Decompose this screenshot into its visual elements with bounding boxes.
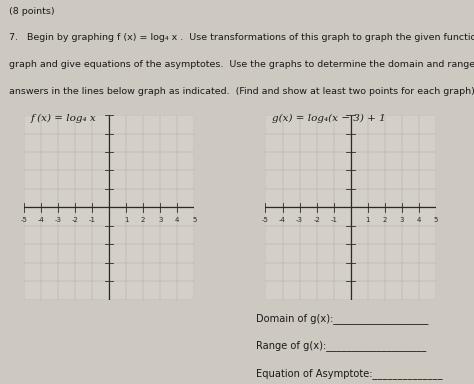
Text: answers in the lines below graph as indicated.  (Find and show at least two poin: answers in the lines below graph as indi…	[9, 87, 474, 96]
Text: -5: -5	[20, 217, 27, 223]
Text: Range of g(x):____________________: Range of g(x):____________________	[255, 339, 426, 351]
Text: 5: 5	[192, 217, 197, 223]
Text: -4: -4	[279, 217, 286, 223]
Text: -3: -3	[55, 217, 61, 223]
Text: 7.   Begin by graphing f (x) = log₄ x .  Use transformations of this graph to gr: 7. Begin by graphing f (x) = log₄ x . Us…	[9, 33, 474, 42]
Text: -2: -2	[313, 217, 320, 223]
Text: -4: -4	[37, 217, 44, 223]
Text: 4: 4	[175, 217, 180, 223]
Text: -1: -1	[330, 217, 337, 223]
Text: graph and give equations of the asymptotes.  Use the graphs to determine the dom: graph and give equations of the asymptot…	[9, 60, 474, 69]
Text: 5: 5	[434, 217, 438, 223]
Text: Domain of g(x):___________________: Domain of g(x):___________________	[255, 313, 428, 324]
Text: g(x) = log₄(x − 3) + 1: g(x) = log₄(x − 3) + 1	[272, 113, 386, 122]
Text: (8 points): (8 points)	[9, 7, 55, 16]
Text: 1: 1	[365, 217, 370, 223]
Text: -5: -5	[262, 217, 269, 223]
Text: -1: -1	[89, 217, 95, 223]
Text: 2: 2	[383, 217, 387, 223]
Text: 1: 1	[124, 217, 128, 223]
Text: 3: 3	[158, 217, 163, 223]
Text: Equation of Asymptote:______________: Equation of Asymptote:______________	[255, 368, 442, 379]
Text: 4: 4	[417, 217, 421, 223]
Text: 3: 3	[400, 217, 404, 223]
Text: -3: -3	[296, 217, 303, 223]
Text: 2: 2	[141, 217, 146, 223]
Text: f (x) = log₄ x: f (x) = log₄ x	[30, 113, 96, 122]
Text: -2: -2	[72, 217, 78, 223]
